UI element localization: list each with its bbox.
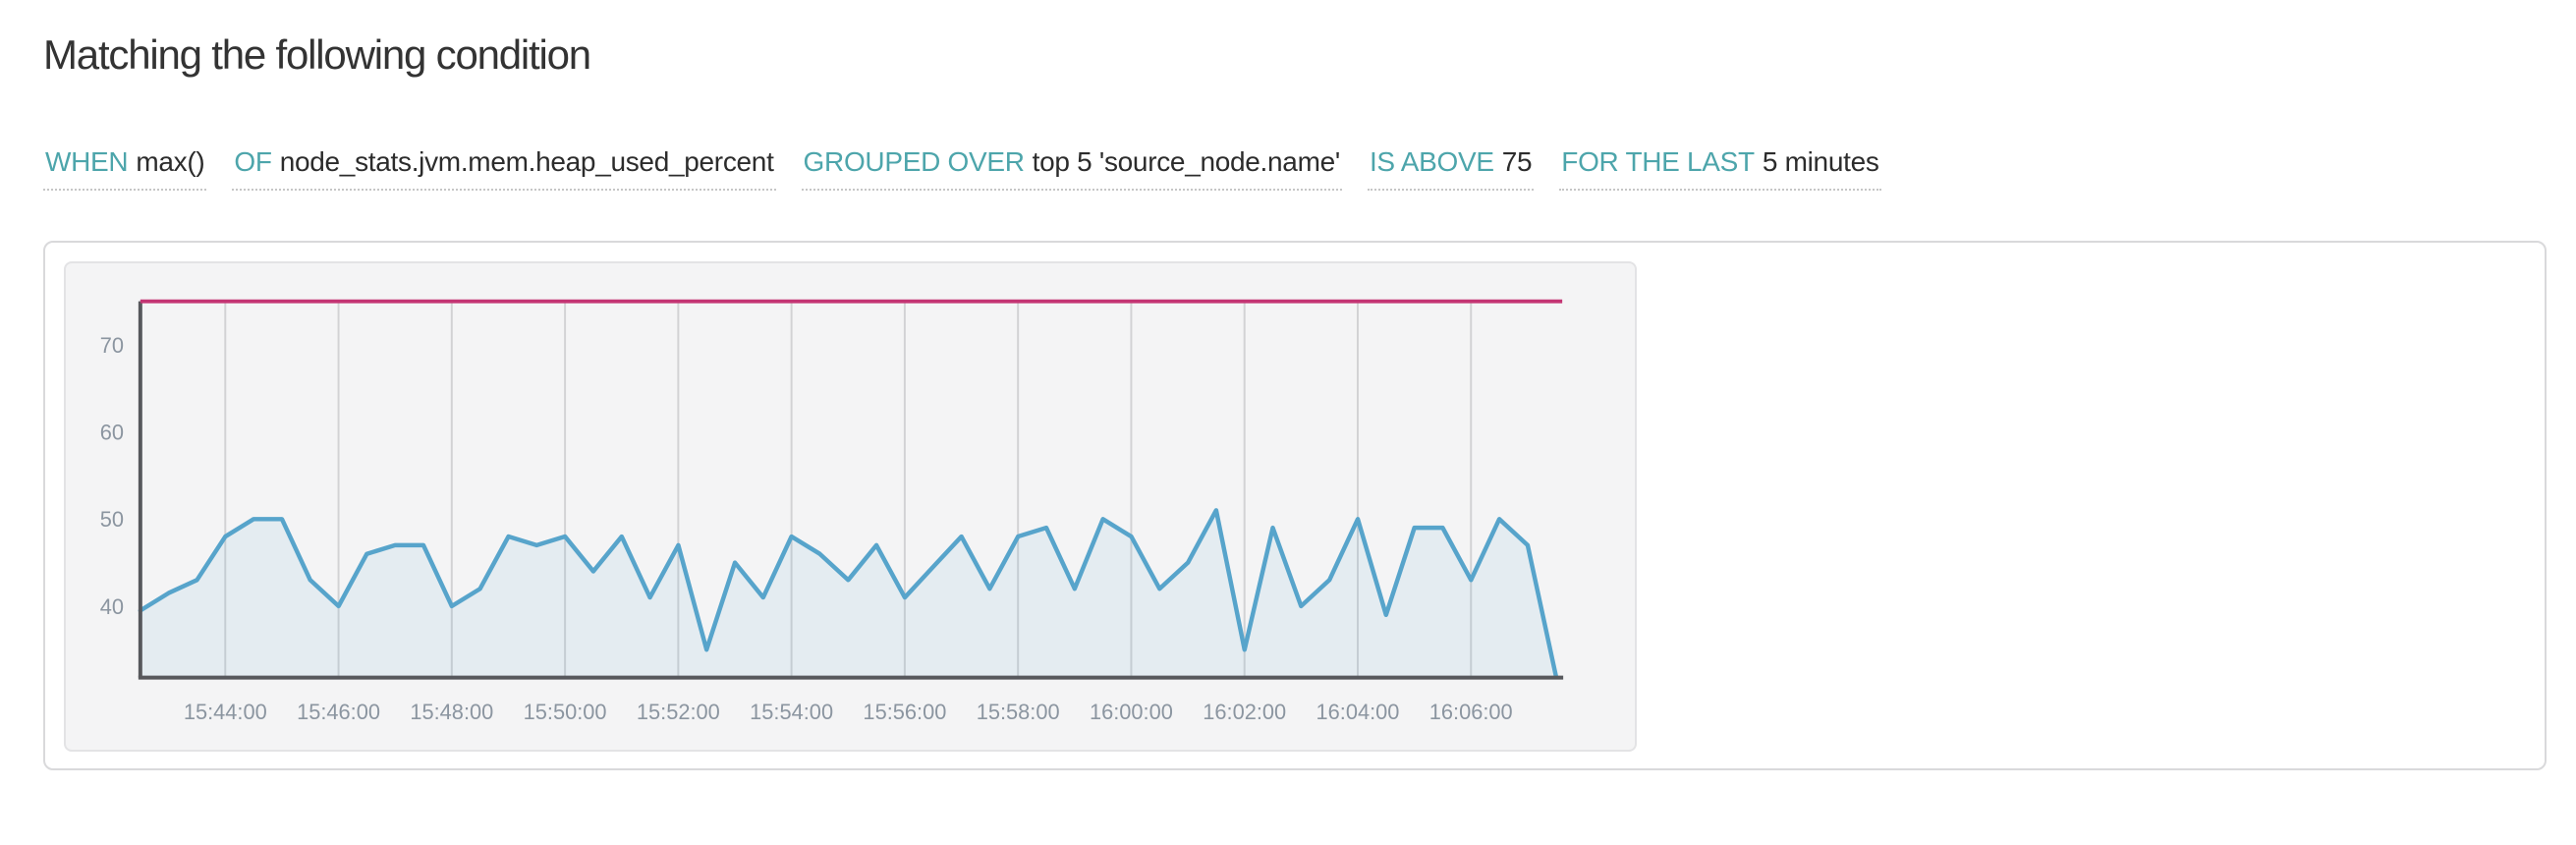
expression-chip-grouped-over[interactable]: GROUPED OVER top 5 'source_node.name' [801, 145, 1342, 191]
expression-chip-of[interactable]: OF node_stats.jvm.mem.heap_used_percent [232, 145, 776, 191]
x-tick-label: 16:06:00 [1429, 700, 1513, 724]
watcher-condition-page: Matching the following condition WHEN ma… [0, 26, 2576, 770]
expression-keyword: IS ABOVE [1369, 146, 1494, 177]
expression-value: node_stats.jvm.mem.heap_used_percent [279, 146, 774, 177]
x-tick-label: 15:46:00 [297, 700, 380, 724]
y-tick-label: 60 [100, 421, 124, 445]
y-tick-label: 50 [100, 507, 124, 532]
expression-keyword: GROUPED OVER [803, 146, 1025, 177]
y-tick-label: 40 [100, 594, 124, 619]
chart-panel: 40 50 60 70 15:44:00 15:46:00 15:48:00 15:50:00… [64, 261, 1637, 752]
expression-keyword: OF [234, 146, 272, 177]
x-tick-label: 15:50:00 [524, 700, 607, 724]
expression-value: max() [136, 146, 205, 177]
expression-value: 5 minutes [1762, 146, 1879, 177]
x-tick-label: 15:54:00 [750, 700, 833, 724]
expression-keyword: WHEN [45, 146, 129, 177]
threshold-preview-chart: 40 50 60 70 15:44:00 15:46:00 15:48:00 15:50:00… [100, 299, 1564, 724]
condition-expression-row: WHEN max() OF node_stats.jvm.mem.heap_us… [43, 145, 2533, 191]
y-tick-label: 70 [100, 333, 124, 358]
expression-chip-is-above[interactable]: IS ABOVE 75 [1367, 145, 1535, 191]
x-tick-label: 16:02:00 [1203, 700, 1286, 724]
series-area [140, 510, 1556, 678]
expression-chip-for-the-last[interactable]: FOR THE LAST 5 minutes [1559, 145, 1881, 191]
x-tick-label: 15:44:00 [184, 700, 267, 724]
page-title: Matching the following condition [43, 31, 591, 78]
x-tick-label: 15:56:00 [863, 700, 946, 724]
x-tick-label: 16:00:00 [1090, 700, 1173, 724]
expression-value: top 5 'source_node.name' [1032, 146, 1341, 177]
expression-chip-when[interactable]: WHEN max() [43, 145, 207, 191]
x-tick-label: 15:48:00 [410, 700, 493, 724]
expression-keyword: FOR THE LAST [1561, 146, 1755, 177]
threshold-preview-card: 40 50 60 70 15:44:00 15:46:00 15:48:00 15:50:00… [43, 241, 2547, 770]
series-line [138, 508, 1558, 679]
x-tick-label: 15:58:00 [977, 700, 1060, 724]
x-tick-label: 15:52:00 [637, 700, 720, 724]
expression-value: 75 [1501, 146, 1533, 177]
x-tick-label: 16:04:00 [1316, 700, 1400, 724]
